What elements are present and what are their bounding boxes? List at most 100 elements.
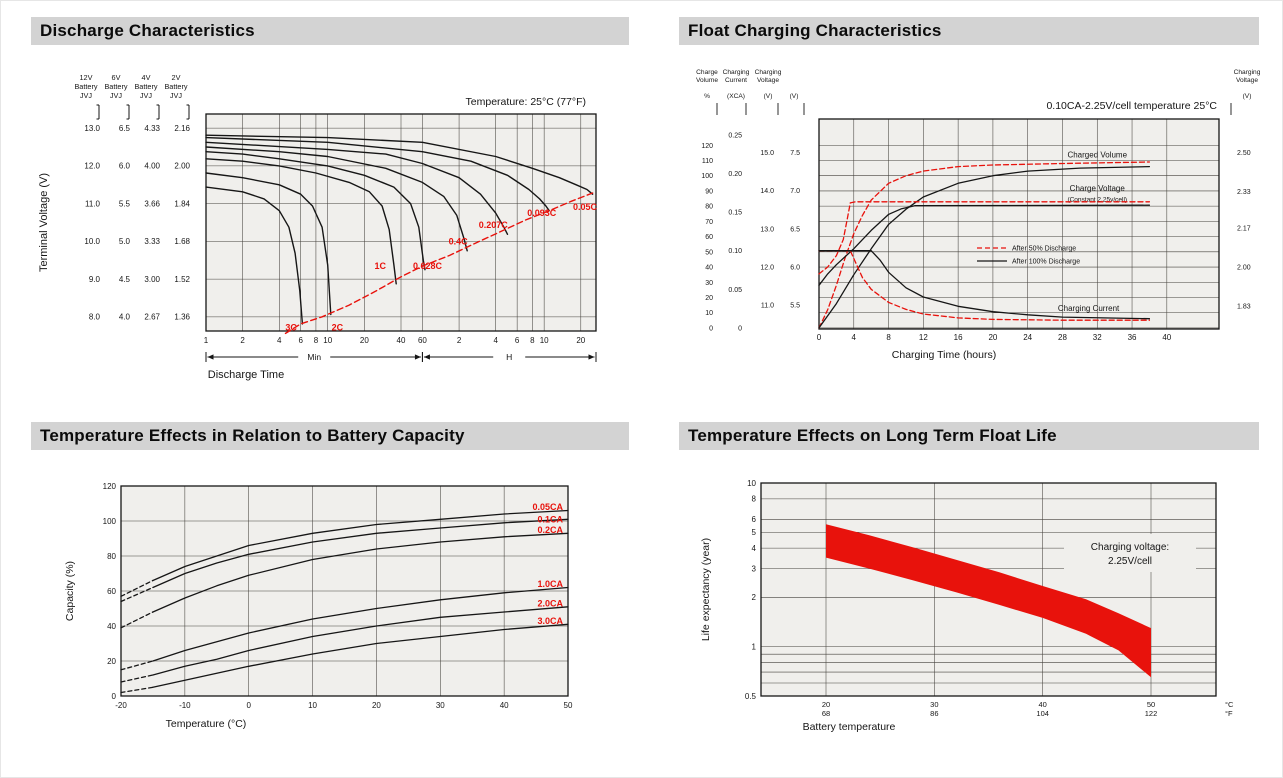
svg-text:2.25V/cell: 2.25V/cell — [1108, 556, 1152, 567]
svg-text:20: 20 — [372, 701, 381, 710]
svg-text:1.0CA: 1.0CA — [537, 579, 563, 589]
svg-text:36: 36 — [1128, 333, 1137, 342]
svg-text:20: 20 — [576, 336, 585, 345]
svg-text:40: 40 — [107, 622, 116, 631]
svg-text:0.5: 0.5 — [745, 692, 757, 701]
svg-text:104: 104 — [1036, 709, 1049, 718]
svg-text:10.0: 10.0 — [84, 237, 100, 246]
svg-text:1.68: 1.68 — [174, 237, 190, 246]
svg-text:(XCA): (XCA) — [727, 93, 745, 100]
svg-text:0.1CA: 0.1CA — [537, 514, 563, 524]
temperature-capacity-chart: 0 20 40 60 80 100 120 -20 -10 0 10 20 30 40 50 Capacity… — [64, 482, 573, 730]
svg-text:1.52: 1.52 — [174, 275, 190, 284]
svg-text:12V: 12V — [80, 73, 93, 82]
svg-text:7.0: 7.0 — [790, 188, 800, 195]
svg-text:1: 1 — [752, 643, 757, 652]
svg-text:(V): (V) — [1243, 93, 1252, 100]
svg-text:10: 10 — [308, 701, 317, 710]
svg-text:4: 4 — [493, 336, 498, 345]
svg-text:2.00: 2.00 — [174, 162, 190, 171]
svg-text:-20: -20 — [115, 701, 127, 710]
svg-text:40: 40 — [500, 701, 509, 710]
svg-text:Charging: Charging — [1234, 69, 1261, 76]
svg-text:0.05C: 0.05C — [573, 202, 598, 212]
svg-text:Charging: Charging — [723, 69, 750, 76]
svg-text:20: 20 — [705, 295, 713, 302]
svg-text:8: 8 — [886, 333, 891, 342]
svg-text:6.5: 6.5 — [790, 226, 800, 233]
svg-text:30: 30 — [930, 700, 938, 709]
svg-text:40: 40 — [1038, 700, 1046, 709]
svg-text:12: 12 — [919, 333, 928, 342]
svg-text:20: 20 — [360, 336, 369, 345]
discharge-section-header: Discharge Characteristics — [31, 17, 629, 45]
svg-text:16: 16 — [954, 333, 963, 342]
svg-text:0.628C: 0.628C — [413, 261, 443, 271]
temperature-capacity-section-title: Temperature Effects in Relation to Batte… — [40, 426, 465, 445]
svg-text:10: 10 — [323, 336, 332, 345]
svg-text:2: 2 — [752, 593, 757, 602]
svg-text:8: 8 — [530, 336, 535, 345]
svg-text:0.093C: 0.093C — [527, 208, 557, 218]
float-life-chart: Charging voltage:2.25V/cell1086543210.52… — [700, 479, 1234, 733]
svg-text:0: 0 — [709, 325, 713, 332]
svg-text:5.5: 5.5 — [790, 303, 800, 310]
svg-text:0.10CA-2.25V/cell temperature: 0.10CA-2.25V/cell temperature 25°C — [1046, 100, 1217, 112]
svg-text:°F: °F — [1225, 709, 1233, 718]
svg-text:Current: Current — [725, 77, 747, 84]
float-charging-section-header: Float Charging Characteristics — [679, 17, 1259, 45]
svg-text:100: 100 — [701, 173, 713, 180]
svg-text:0.10: 0.10 — [728, 248, 742, 255]
svg-text:24: 24 — [1023, 333, 1032, 342]
svg-text:0.20: 0.20 — [728, 171, 742, 178]
svg-text:-10: -10 — [179, 701, 191, 710]
svg-text:20: 20 — [988, 333, 997, 342]
svg-text:4.0: 4.0 — [119, 313, 131, 322]
svg-text:Charge Voltage: Charge Voltage — [1070, 184, 1126, 193]
temperature-capacity-section-header: Temperature Effects in Relation to Batte… — [31, 422, 629, 450]
svg-text:4: 4 — [752, 544, 757, 553]
svg-text:30: 30 — [705, 280, 713, 287]
svg-text:JVJ: JVJ — [140, 91, 153, 100]
svg-text:Voltage: Voltage — [757, 77, 779, 84]
svg-text:15.0: 15.0 — [760, 150, 774, 157]
svg-text:JVJ: JVJ — [110, 91, 123, 100]
svg-text:4: 4 — [852, 333, 857, 342]
float-charging-characteristics-chart: 0 4 8 12 16 20 24 28 32 36 40 Charging Time (hours)… — [696, 69, 1261, 361]
svg-text:Charged Volume: Charged Volume — [1067, 150, 1127, 159]
svg-text:68: 68 — [822, 709, 830, 718]
svg-text:3: 3 — [752, 564, 757, 573]
svg-text:(Constant 2.25v/cell): (Constant 2.25v/cell) — [1067, 196, 1127, 203]
svg-text:Charging Current: Charging Current — [1058, 304, 1120, 313]
svg-text:%: % — [704, 93, 710, 100]
svg-text:28: 28 — [1058, 333, 1067, 342]
svg-text:70: 70 — [705, 219, 713, 226]
svg-text:10: 10 — [540, 336, 549, 345]
svg-text:12.0: 12.0 — [84, 162, 100, 171]
svg-text:°C: °C — [1225, 700, 1234, 709]
svg-text:Volume: Volume — [696, 77, 718, 84]
svg-text:0.207C: 0.207C — [479, 220, 509, 230]
svg-text:4.33: 4.33 — [144, 124, 160, 133]
discharge-characteristics-chart: 1 2 4 6 8 10 20 40 60 2 4 6 8 10 20 Min H Discharge Time T… — [38, 73, 598, 381]
svg-text:100: 100 — [103, 517, 117, 526]
float-charging-section-title: Float Charging Characteristics — [688, 21, 942, 40]
svg-text:Temperature (°C): Temperature (°C) — [166, 718, 247, 730]
svg-text:80: 80 — [705, 204, 713, 211]
svg-text:10: 10 — [705, 310, 713, 317]
svg-text:(V): (V) — [790, 93, 799, 100]
svg-text:Life expectancy (year): Life expectancy (year) — [700, 538, 712, 641]
svg-text:6.5: 6.5 — [119, 124, 131, 133]
svg-text:4.00: 4.00 — [144, 162, 160, 171]
svg-text:0.25: 0.25 — [728, 132, 742, 139]
svg-text:3.00: 3.00 — [144, 275, 160, 284]
svg-text:0: 0 — [817, 333, 822, 342]
svg-text:Charging voltage:: Charging voltage: — [1091, 542, 1169, 553]
svg-text:2.50: 2.50 — [1237, 150, 1251, 157]
svg-text:5: 5 — [752, 528, 757, 537]
float-life-section-header: Temperature Effects on Long Term Float L… — [679, 422, 1259, 450]
svg-text:7.5: 7.5 — [790, 150, 800, 157]
svg-text:80: 80 — [107, 552, 116, 561]
svg-text:2: 2 — [457, 336, 462, 345]
svg-text:13.0: 13.0 — [84, 124, 100, 133]
